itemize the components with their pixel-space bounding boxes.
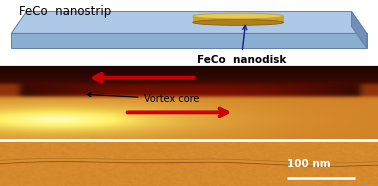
Polygon shape [193,16,284,23]
Text: Vortex core: Vortex core [87,93,199,104]
Ellipse shape [193,13,284,19]
Text: FeCo  nanodisk: FeCo nanodisk [197,25,286,65]
Text: FeCo  nanostrip: FeCo nanostrip [19,5,111,18]
Polygon shape [11,12,367,33]
Polygon shape [352,12,367,48]
Ellipse shape [193,20,284,25]
Polygon shape [11,33,367,48]
Text: 100 nm: 100 nm [287,159,331,169]
